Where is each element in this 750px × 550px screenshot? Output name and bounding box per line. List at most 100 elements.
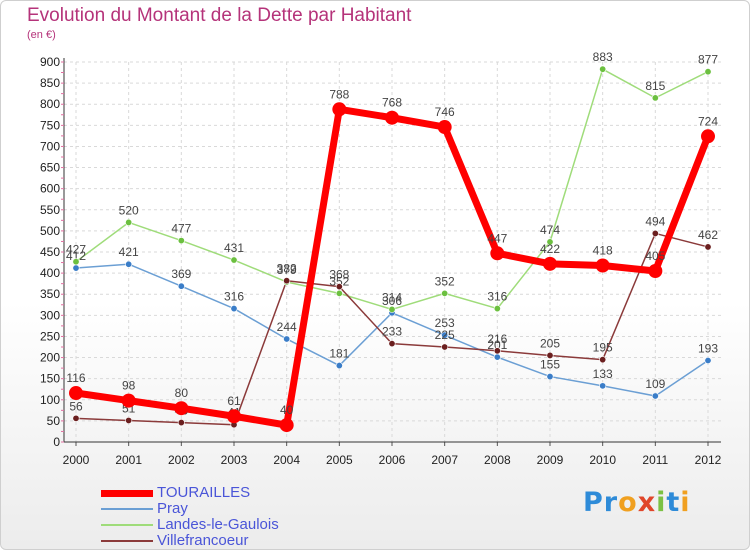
y-tick-label: 900 <box>40 55 60 69</box>
x-tick-label: 2006 <box>379 453 406 467</box>
data-label: 382 <box>277 262 297 276</box>
data-label: 418 <box>593 244 613 258</box>
data-point <box>543 256 557 271</box>
data-label: 352 <box>329 274 349 288</box>
data-label: 746 <box>435 105 455 119</box>
data-point <box>279 418 294 433</box>
data-label: 314 <box>382 290 402 304</box>
data-label: 368 <box>329 268 349 282</box>
data-label: 181 <box>329 347 349 361</box>
data-point <box>72 414 80 422</box>
x-tick-label: 2003 <box>221 453 248 467</box>
data-label: 109 <box>645 377 665 391</box>
data-label: 369 <box>171 267 191 281</box>
data-point <box>283 277 291 285</box>
x-tick-label: 2008 <box>484 453 511 467</box>
data-label: 379 <box>277 263 297 277</box>
y-tick-label: 150 <box>40 372 60 386</box>
y-tick-label: 350 <box>40 287 60 301</box>
x-tick-label: 2009 <box>537 453 564 467</box>
data-point <box>441 343 449 351</box>
data-point <box>72 264 80 272</box>
y-tick-label: 300 <box>40 308 60 322</box>
data-label: 233 <box>382 325 402 339</box>
data-label: 422 <box>540 242 560 256</box>
brand-letter: i <box>656 487 667 518</box>
brand-letter: P <box>583 487 604 518</box>
data-point <box>335 283 343 291</box>
data-point <box>230 305 238 313</box>
data-label: 405 <box>645 249 665 263</box>
y-tick-label: 850 <box>40 76 60 90</box>
data-point <box>388 305 396 313</box>
data-point <box>599 356 607 364</box>
data-label: 195 <box>593 341 613 355</box>
data-label: 80 <box>175 386 189 400</box>
data-point <box>177 237 185 245</box>
x-tick-label: 2000 <box>63 453 90 467</box>
y-tick-label: 500 <box>40 224 60 238</box>
y-tick-label: 50 <box>47 414 61 428</box>
data-label: 877 <box>698 53 718 67</box>
data-label: 462 <box>698 228 718 242</box>
chart-title: Evolution du Montant de la Dette par Hab… <box>27 5 412 26</box>
data-label: 815 <box>645 79 665 93</box>
data-point <box>648 264 663 278</box>
y-tick-label: 450 <box>40 245 60 259</box>
x-tick-label: 2012 <box>695 453 722 467</box>
legend-label: Villefrancoeur <box>157 532 249 549</box>
y-tick-label: 600 <box>40 182 60 196</box>
data-point <box>599 382 607 390</box>
y-tick-label: 800 <box>40 97 60 111</box>
legend-swatch <box>101 524 153 526</box>
data-point <box>335 362 343 370</box>
data-point <box>227 409 241 424</box>
legend-label: TOURAILLES <box>157 484 251 501</box>
data-label: 193 <box>698 342 718 356</box>
legend-swatch <box>101 540 153 542</box>
data-label: 116 <box>66 371 85 385</box>
data-point <box>385 110 399 125</box>
data-point <box>332 102 347 117</box>
x-tick-label: 2002 <box>168 453 195 467</box>
data-label: 40 <box>280 403 294 417</box>
data-label: 56 <box>69 399 83 413</box>
legend-swatch <box>101 508 153 510</box>
data-label: 216 <box>487 332 507 346</box>
data-label: 225 <box>435 328 455 342</box>
x-tick-label: 2004 <box>273 453 300 467</box>
y-tick-label: 250 <box>40 329 60 343</box>
x-tick-label: 2010 <box>589 453 616 467</box>
data-label: 316 <box>487 290 507 304</box>
data-label: 724 <box>698 114 718 128</box>
data-label: 494 <box>645 214 665 228</box>
y-tick-label: 200 <box>40 351 60 365</box>
data-point <box>437 120 452 135</box>
data-point <box>125 416 133 424</box>
data-point <box>493 347 501 355</box>
data-point <box>546 373 554 381</box>
legend-label: Pray <box>157 500 188 517</box>
data-point <box>595 258 610 273</box>
data-label: 205 <box>540 336 560 350</box>
data-point <box>704 68 712 76</box>
data-label: 427 <box>66 243 86 257</box>
data-point <box>546 238 554 246</box>
legend-swatch <box>101 489 153 497</box>
data-label: 412 <box>66 249 86 263</box>
data-point <box>651 229 659 237</box>
data-point <box>388 340 396 348</box>
y-tick-label: 550 <box>40 203 60 217</box>
brand-logo: Proxiti <box>583 487 691 518</box>
brand-letter: r <box>603 487 619 518</box>
x-tick-label: 2007 <box>431 453 458 467</box>
data-label: 352 <box>435 274 455 288</box>
data-point <box>177 419 185 427</box>
data-point <box>125 218 133 226</box>
brand-letter: o <box>618 487 638 518</box>
data-label: 253 <box>435 316 455 330</box>
data-label: 133 <box>593 367 613 381</box>
data-label: 431 <box>224 241 244 255</box>
